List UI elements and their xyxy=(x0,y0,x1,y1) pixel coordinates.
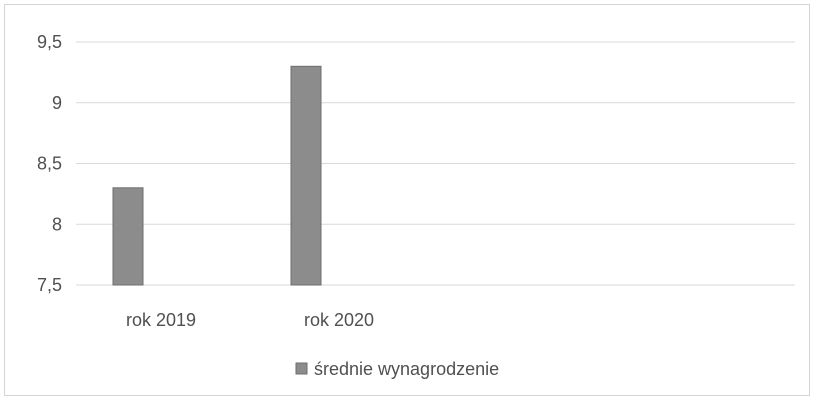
y-tick-label: 9,5 xyxy=(37,32,62,52)
legend: średnie wynagrodzenie xyxy=(295,359,499,379)
legend-label: średnie wynagrodzenie xyxy=(314,359,499,379)
x-category-label: rok 2019 xyxy=(126,310,196,330)
bar-rok-2020 xyxy=(290,65,322,286)
legend-swatch xyxy=(295,362,308,375)
y-tick-label: 7,5 xyxy=(37,275,62,295)
bars xyxy=(112,65,322,286)
bar-rok-2019 xyxy=(112,187,144,286)
y-axis-tick-labels: 7,5 8 8,5 9 9,5 xyxy=(37,32,62,295)
y-tick-label: 9 xyxy=(52,93,62,113)
gridlines xyxy=(76,41,795,286)
y-tick-label: 8,5 xyxy=(37,154,62,174)
x-category-label: rok 2020 xyxy=(304,310,374,330)
x-axis-category-labels: rok 2019 rok 2020 xyxy=(126,310,374,330)
y-tick-label: 8 xyxy=(52,214,62,234)
